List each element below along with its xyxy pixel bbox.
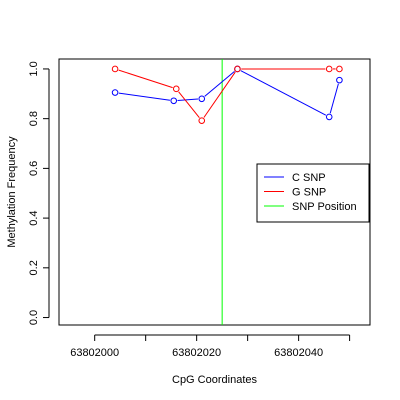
y-tick-label: 0.4	[28, 210, 40, 225]
g-snp-point	[336, 65, 343, 73]
y-tick-label: 0.2	[28, 260, 40, 275]
legend-label: C SNP	[292, 172, 326, 184]
plot-frame	[58, 58, 371, 326]
g-snp-point	[234, 65, 241, 73]
g-snp-series-segment	[203, 71, 236, 118]
c-snp-point	[170, 97, 178, 105]
y-tick-label: 1.0	[28, 61, 40, 76]
g-snp-point	[111, 65, 119, 73]
c-snp-point	[325, 113, 333, 121]
g-snp-point	[172, 85, 180, 93]
y-tick-label: 0.0	[28, 310, 40, 325]
x-axis-title: CpG Coordinates	[172, 374, 257, 386]
y-tick-label: 0.6	[28, 161, 40, 176]
c-snp-series-segment	[329, 83, 339, 114]
g-snp-point	[198, 117, 206, 124]
x-axis: 63802000 63802020 63802040	[70, 334, 351, 359]
c-snp-point	[111, 89, 119, 96]
x-tick-label: 63802040	[274, 347, 323, 359]
legend-label: SNP Position	[292, 201, 357, 213]
c-snp-series-segment	[177, 98, 198, 101]
g-snp-point	[325, 65, 333, 73]
c-snp-series-segment	[204, 70, 235, 97]
x-tick-label: 63802020	[172, 347, 221, 359]
y-axis: 0.0 0.2 0.4 0.6 0.8 1.0	[28, 61, 50, 325]
legend-box	[256, 163, 370, 223]
y-axis-title: Methylation Frequency	[6, 136, 18, 248]
y-tick-label: 0.8	[28, 111, 40, 126]
legend-label: G SNP	[292, 187, 326, 199]
legend: C SNP G SNP SNP Position	[256, 163, 370, 223]
g-snp-series-segment	[118, 69, 173, 89]
c-snp-series-segment	[118, 92, 171, 101]
c-snp-point	[198, 95, 206, 103]
g-snp-series-segment	[178, 91, 200, 118]
series-layer	[111, 65, 343, 124]
c-snp-point	[336, 76, 343, 84]
x-tick-label: 63802000	[70, 347, 119, 359]
c-snp-series-segment	[240, 70, 327, 116]
